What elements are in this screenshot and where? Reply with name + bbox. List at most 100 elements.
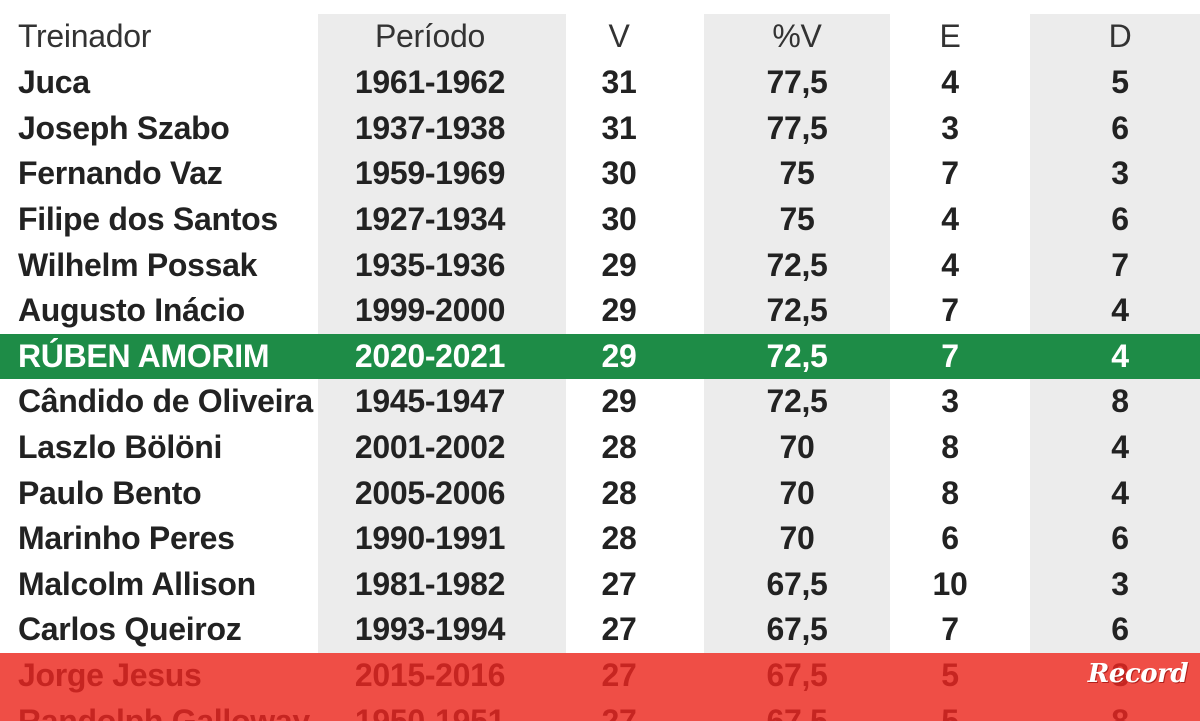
cell-e: 4 (941, 201, 959, 238)
cell-percent-v: 67,5 (766, 702, 828, 721)
header-treinador: Treinador (18, 18, 152, 55)
cell-percent-v: 77,5 (766, 109, 828, 146)
header-d: D (1108, 18, 1132, 55)
table-row: Carlos Queiroz 1993-1994 27 67,5 7 6 (0, 607, 1200, 653)
cell-e: 4 (941, 64, 959, 101)
cell-d: 8 (1111, 702, 1129, 721)
cell-v: 29 (601, 383, 637, 420)
cell-e: 5 (941, 702, 959, 721)
cell-v: 27 (601, 611, 637, 648)
cell-e: 10 (932, 565, 968, 602)
cell-v: 28 (601, 520, 637, 557)
cell-d: 6 (1111, 611, 1129, 648)
cell-d: 6 (1111, 201, 1129, 238)
cell-percent-v: 75 (779, 155, 815, 192)
cell-v: 28 (601, 474, 637, 511)
cell-treinador: Carlos Queiroz (18, 611, 242, 648)
cell-percent-v: 70 (779, 474, 815, 511)
cell-e: 8 (941, 474, 959, 511)
cell-e: 8 (941, 429, 959, 466)
table-row: Wilhelm Possak 1935-1936 29 72,5 4 7 (0, 242, 1200, 288)
cell-treinador: Cândido de Oliveira (18, 383, 313, 420)
cell-percent-v: 72,5 (766, 337, 828, 374)
table-row: Malcolm Allison 1981-1982 27 67,5 10 3 (0, 562, 1200, 608)
header-periodo: Período (375, 18, 485, 55)
table: Treinador Período V %V E D Juca 1961-1962… (0, 14, 1200, 721)
record-logo: Record (1087, 659, 1189, 689)
table-row: Augusto Inácio 1999-2000 29 72,5 7 4 (0, 288, 1200, 334)
cell-periodo: 1981-1982 (354, 565, 506, 602)
cell-v: 29 (601, 246, 637, 283)
cell-e: 7 (941, 337, 959, 374)
cell-treinador: RÚBEN AMORIM (18, 337, 270, 374)
cell-percent-v: 72,5 (766, 292, 828, 329)
table-header: Treinador Período V %V E D (0, 14, 1200, 60)
header-percent-v: %V (772, 18, 822, 55)
cell-d: 8 (1111, 657, 1129, 694)
cell-d: 4 (1111, 474, 1129, 511)
cell-periodo: 2015-2016 (354, 657, 506, 694)
table-row: Juca 1961-1962 31 77,5 4 5 (0, 60, 1200, 106)
cell-percent-v: 67,5 (766, 657, 828, 694)
cell-treinador: Juca (18, 64, 90, 101)
cell-v: 29 (601, 337, 637, 374)
cell-d: 8 (1111, 383, 1129, 420)
cell-periodo: 1937-1938 (354, 109, 506, 146)
table-row: Randolph Galloway 1950-1951 27 67,5 5 8 (0, 698, 1200, 721)
cell-v: 30 (601, 201, 637, 238)
cell-percent-v: 72,5 (766, 383, 828, 420)
cell-periodo: 1959-1969 (354, 155, 506, 192)
cell-v: 30 (601, 155, 637, 192)
cell-treinador: Randolph Galloway (18, 702, 310, 721)
cell-percent-v: 70 (779, 429, 815, 466)
cell-treinador: Marinho Peres (18, 520, 235, 557)
cell-treinador: Laszlo Bölöni (18, 429, 223, 466)
cell-periodo: 1993-1994 (354, 611, 506, 648)
cell-periodo: 1927-1934 (354, 201, 506, 238)
cell-periodo: 2020-2021 (354, 337, 506, 374)
cell-d: 3 (1111, 565, 1129, 602)
cell-treinador: Paulo Bento (18, 474, 202, 511)
cell-treinador: Jorge Jesus (18, 657, 202, 694)
cell-treinador: Malcolm Allison (18, 565, 256, 602)
cell-d: 4 (1111, 292, 1129, 329)
cell-v: 28 (601, 429, 637, 466)
cell-d: 5 (1111, 64, 1129, 101)
cell-d: 4 (1111, 337, 1129, 374)
cell-d: 6 (1111, 520, 1129, 557)
table-row: Cândido de Oliveira 1945-1947 29 72,5 3 8 (0, 379, 1200, 425)
table-row: Filipe dos Santos 1927-1934 30 75 4 6 (0, 197, 1200, 243)
cell-v: 27 (601, 657, 637, 694)
cell-periodo: 2001-2002 (354, 429, 506, 466)
cell-d: 6 (1111, 109, 1129, 146)
cell-e: 4 (941, 246, 959, 283)
cell-d: 7 (1111, 246, 1129, 283)
cell-v: 27 (601, 565, 637, 602)
cell-periodo: 2005-2006 (354, 474, 506, 511)
cell-e: 7 (941, 155, 959, 192)
cell-v: 27 (601, 702, 637, 721)
cell-d: 3 (1111, 155, 1129, 192)
cell-percent-v: 70 (779, 520, 815, 557)
cell-v: 29 (601, 292, 637, 329)
cell-e: 3 (941, 383, 959, 420)
cell-e: 7 (941, 611, 959, 648)
cell-treinador: Augusto Inácio (18, 292, 245, 329)
table-row: Jorge Jesus 2015-2016 27 67,5 5 8 (0, 652, 1200, 699)
cell-e: 5 (941, 657, 959, 694)
cell-e: 7 (941, 292, 959, 329)
top-strip (0, 0, 1200, 12)
table-row: Laszlo Bölöni 2001-2002 28 70 8 4 (0, 425, 1200, 471)
cell-periodo: 1999-2000 (354, 292, 506, 329)
cell-v: 31 (601, 109, 637, 146)
cell-periodo: 1935-1936 (354, 246, 506, 283)
header-e: E (939, 18, 961, 55)
cell-v: 31 (601, 64, 637, 101)
cell-d: 4 (1111, 429, 1129, 466)
cell-periodo: 1990-1991 (354, 520, 506, 557)
cell-percent-v: 72,5 (766, 246, 828, 283)
cell-percent-v: 75 (779, 201, 815, 238)
table-row: Paulo Bento 2005-2006 28 70 8 4 (0, 470, 1200, 516)
cell-periodo: 1961-1962 (354, 64, 506, 101)
